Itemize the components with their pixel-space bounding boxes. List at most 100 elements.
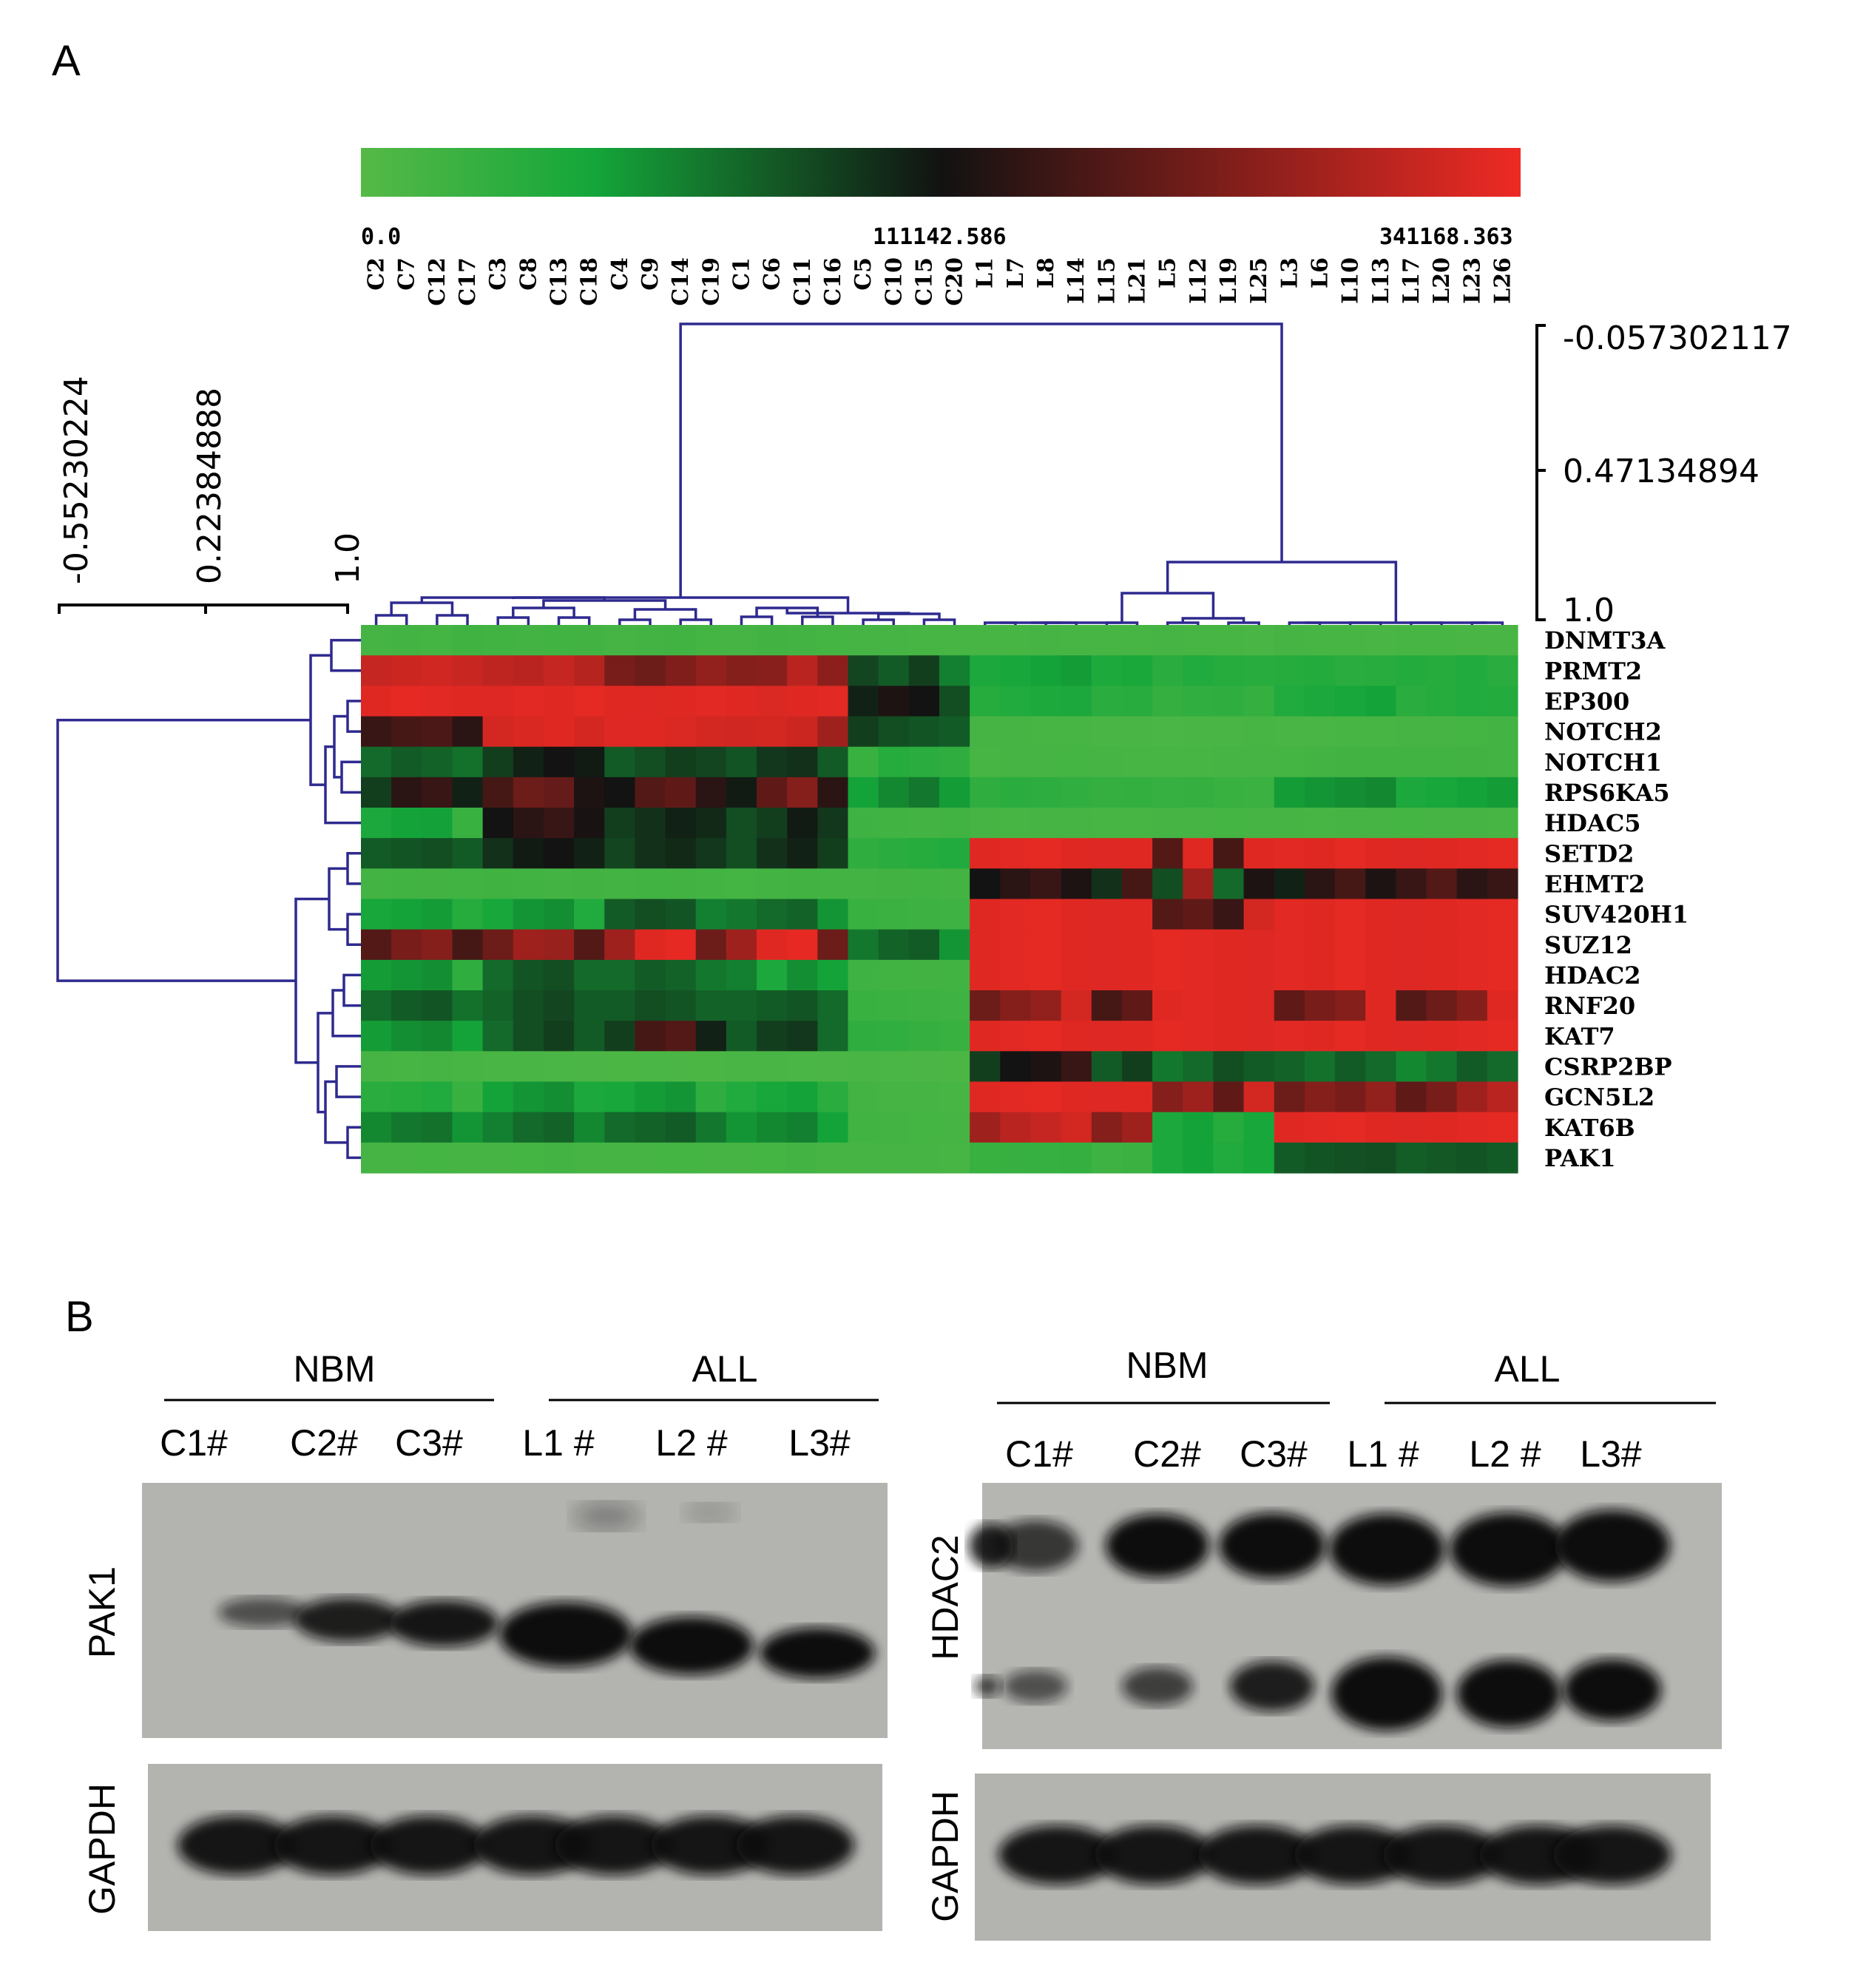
- heatmap-cell: [1213, 808, 1245, 839]
- heatmap-cell: [1121, 1021, 1153, 1052]
- heatmap-cell: [1304, 808, 1336, 839]
- heatmap-cell: [817, 1021, 849, 1052]
- heatmap-cell: [1426, 990, 1458, 1021]
- heatmap-cell: [1396, 868, 1427, 900]
- column-label: C15: [911, 257, 937, 306]
- column-label: L21: [1125, 257, 1151, 304]
- heatmap-cell: [970, 1112, 1001, 1143]
- heatmap-cell: [452, 746, 484, 778]
- heatmap-cell: [848, 655, 879, 686]
- heatmap-cell: [1274, 868, 1305, 900]
- dendrogram-branch: [346, 913, 361, 946]
- column-label: C4: [607, 257, 633, 291]
- column-label: C14: [668, 257, 694, 306]
- heatmap-cell: [635, 929, 666, 961]
- heatmap-cell: [482, 1081, 514, 1113]
- heatmap-cell: [970, 1051, 1001, 1083]
- heatmap-cell: [695, 1021, 727, 1052]
- left-lane-l2: L2 #: [655, 1422, 728, 1464]
- heatmap-cell: [574, 899, 605, 930]
- heatmap-cell: [1304, 1112, 1336, 1143]
- heatmap-cell: [908, 1142, 940, 1174]
- heatmap-cell: [482, 959, 514, 991]
- heatmap-cell: [970, 625, 1001, 656]
- heatmap-cell: [1091, 655, 1123, 686]
- heatmap-cell: [726, 1021, 757, 1052]
- dendrogram-branch: [331, 989, 361, 1038]
- heatmap-cell: [1396, 1021, 1427, 1052]
- heatmap-cell: [817, 625, 849, 656]
- heatmap-cell: [1061, 990, 1092, 1021]
- heatmap-cell: [1152, 808, 1183, 839]
- heatmap-cell: [848, 1021, 879, 1052]
- heatmap-cell: [1304, 1051, 1336, 1083]
- heatmap-cell: [1396, 746, 1427, 778]
- panel-label-b: B: [65, 1293, 94, 1341]
- column-label: C2: [364, 257, 390, 291]
- heatmap-cell: [1121, 868, 1153, 900]
- heatmap-cell: [1183, 686, 1214, 717]
- heatmap-cell: [695, 1081, 727, 1113]
- heatmap-cell: [848, 868, 879, 900]
- heatmap-cell: [1335, 1051, 1366, 1083]
- dendrogram-branch: [390, 601, 454, 615]
- heatmap-cell: [391, 746, 422, 778]
- heatmap-cell: [574, 777, 605, 808]
- heatmap-cell: [787, 838, 818, 869]
- heatmap-cell: [787, 1021, 818, 1052]
- blot-band: [1555, 1509, 1670, 1582]
- heatmap-cell: [787, 1051, 818, 1083]
- heatmap-cell: [1426, 625, 1458, 656]
- heatmap-cell: [817, 899, 849, 930]
- heatmap-cell: [908, 1051, 940, 1083]
- column-label: L25: [1246, 257, 1272, 304]
- column-label: C1: [729, 257, 755, 291]
- heatmap-cell: [1456, 990, 1488, 1021]
- heatmap-cell: [1000, 1051, 1032, 1083]
- heatmap-cell: [1456, 716, 1488, 748]
- heatmap-cell: [452, 716, 484, 748]
- heatmap-cell: [635, 838, 666, 869]
- heatmap-cell: [848, 1112, 879, 1143]
- heatmap-cell: [757, 777, 788, 808]
- colorbar-mid-label: 111142.586: [873, 224, 1007, 250]
- heatmap-cell: [391, 990, 422, 1021]
- heatmap-cell: [726, 1051, 757, 1083]
- left-group-nbm: NBM: [293, 1348, 375, 1390]
- heatmap-cell: [726, 777, 757, 808]
- column-label: C5: [851, 257, 876, 291]
- column-label: L12: [1186, 257, 1211, 304]
- heatmap-cell: [908, 899, 940, 930]
- heatmap-cell: [1243, 1081, 1275, 1113]
- heatmap-cell: [543, 808, 575, 839]
- heatmap-cell: [361, 1081, 392, 1113]
- heatmap-cell: [848, 1142, 879, 1174]
- heatmap-cell: [422, 838, 453, 869]
- column-label: L15: [1094, 257, 1120, 304]
- heatmap-cell: [1243, 686, 1275, 717]
- heatmap-cell: [1091, 686, 1123, 717]
- heatmap-cell: [1335, 868, 1366, 900]
- heatmap-cell: [1183, 777, 1214, 808]
- heatmap-cell: [939, 716, 970, 748]
- colorbar: [361, 148, 1521, 197]
- heatmap-cell: [726, 1081, 757, 1113]
- heatmap-cell: [1426, 868, 1458, 900]
- heatmap-cell: [1243, 1142, 1275, 1174]
- heatmap-cell: [1243, 716, 1275, 748]
- heatmap-cell: [1335, 716, 1366, 748]
- heatmap-cell: [757, 625, 788, 656]
- heatmap-cell: [1426, 838, 1458, 869]
- heatmap-cell: [1213, 777, 1245, 808]
- heatmap-cell: [757, 868, 788, 900]
- heatmap-cell: [695, 1142, 727, 1174]
- heatmap-cell: [1426, 686, 1458, 717]
- heatmap-cell: [391, 1112, 422, 1143]
- heatmap-cell: [1061, 777, 1092, 808]
- heatmap-cell: [1456, 1112, 1488, 1143]
- heatmap-cell: [695, 959, 727, 991]
- left-lane-l1: L1 #: [522, 1422, 595, 1464]
- heatmap-cell: [635, 1021, 666, 1052]
- blot-band: [1122, 1667, 1193, 1705]
- column-label: C18: [577, 257, 603, 306]
